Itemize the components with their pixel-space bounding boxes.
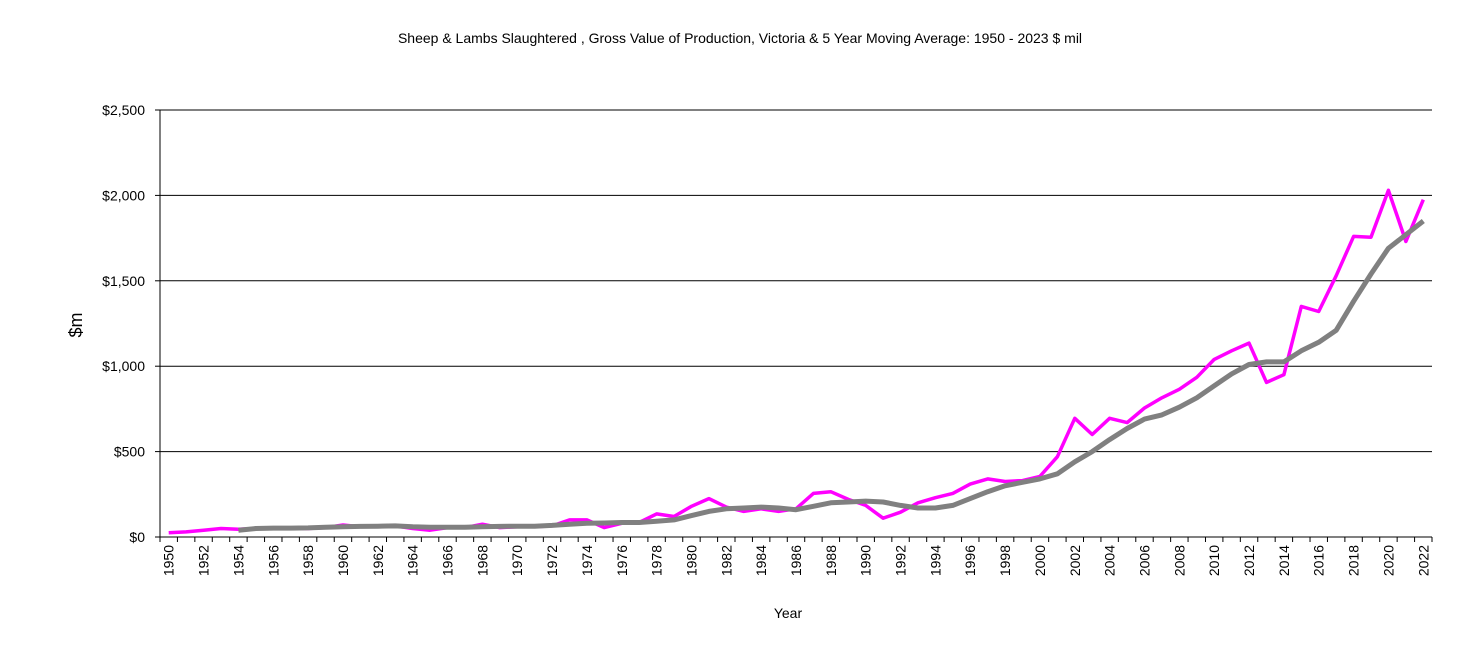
x-tick-label: 1952 (196, 545, 212, 576)
x-tick-label: 2008 (1171, 545, 1187, 576)
y-tick-label: $2,500 (102, 102, 145, 118)
x-tick-label: 1950 (161, 545, 177, 576)
x-tick-label: 2010 (1206, 545, 1222, 576)
x-tick-label: 1966 (440, 545, 456, 576)
x-tick-label: 2006 (1136, 545, 1152, 576)
y-tick-label: $1,500 (102, 273, 145, 289)
x-tick-label: 1978 (649, 545, 665, 576)
x-tick-label: 1984 (753, 545, 769, 576)
y-tick-label: $0 (129, 529, 145, 545)
x-tick-label: 1960 (335, 545, 351, 576)
x-tick-label: 1986 (788, 545, 804, 576)
y-axis-label: $m (66, 312, 86, 337)
x-tick-label: 1956 (265, 545, 281, 576)
x-tick-label: 1972 (544, 545, 560, 576)
chart-title: Sheep & Lambs Slaughtered , Gross Value … (398, 30, 1082, 46)
x-tick-label: 2020 (1380, 545, 1396, 576)
x-tick-label: 2004 (1102, 545, 1118, 576)
x-tick-label: 1980 (683, 545, 699, 576)
x-tick-label: 1962 (370, 545, 386, 576)
x-tick-label: 1994 (927, 545, 943, 576)
x-tick-label: 2022 (1415, 545, 1431, 576)
x-tick-label: 1968 (474, 545, 490, 576)
x-tick-label: 1974 (579, 545, 595, 576)
x-tick-label: 1996 (962, 545, 978, 576)
x-tick-label: 2002 (1067, 545, 1083, 576)
series-line-5-year-moving-average (238, 219, 1425, 533)
x-tick-label: 1964 (405, 545, 421, 576)
x-tick-label: 1990 (858, 545, 874, 576)
x-tick-label: 1958 (300, 545, 316, 576)
x-tick-label: 1998 (997, 545, 1013, 576)
x-tick-label: 1954 (230, 545, 246, 576)
x-tick-label: 1982 (718, 545, 734, 576)
y-tick-label: $500 (114, 444, 145, 460)
x-tick-label: 1970 (509, 545, 525, 576)
x-axis-label: Year (774, 605, 803, 621)
x-tick-label: 2000 (1032, 545, 1048, 576)
y-tick-label: $1,000 (102, 358, 145, 374)
x-tick-label: 1976 (614, 545, 630, 576)
x-tick-label: 2018 (1346, 545, 1362, 576)
x-tick-label: 2016 (1311, 545, 1327, 576)
y-tick-label: $2,000 (102, 187, 145, 203)
x-tick-label: 1992 (893, 545, 909, 576)
x-tick-label: 1988 (823, 545, 839, 576)
x-tick-label: 2014 (1276, 545, 1292, 576)
x-tick-label: 2012 (1241, 545, 1257, 576)
series-line-gross-value-of-production (168, 188, 1425, 535)
